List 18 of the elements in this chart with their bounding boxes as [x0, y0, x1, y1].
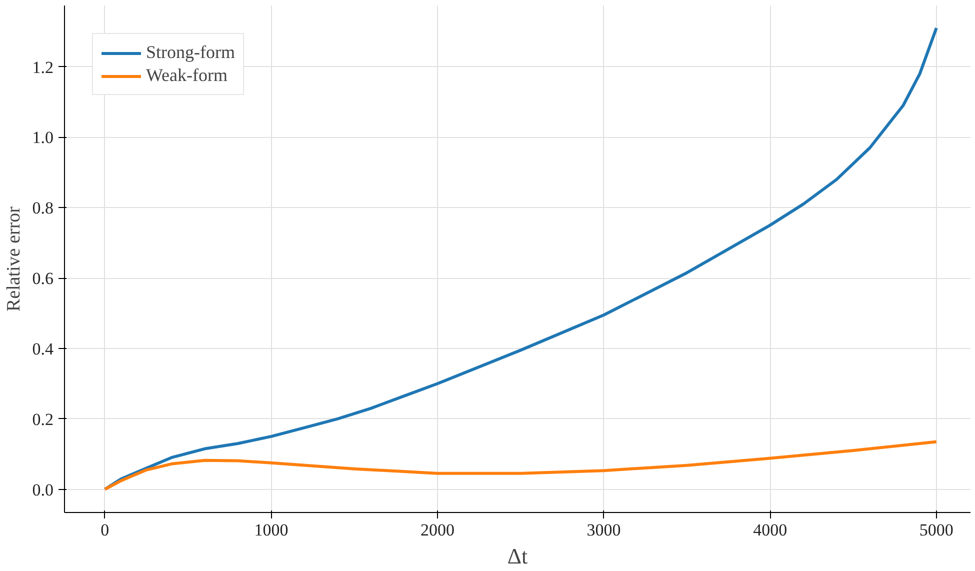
- legend-label: Weak-form: [146, 65, 228, 86]
- x-tick-label: 2000: [420, 520, 455, 540]
- legend-label: Strong-form: [146, 42, 235, 63]
- y-tick-label: 0.4: [32, 339, 54, 358]
- y-tick-label: 1.0: [32, 128, 54, 148]
- y-axis-title: Relative error: [3, 206, 24, 312]
- y-tick-label: 0.8: [32, 198, 54, 218]
- y-tick-label: 1.2: [32, 58, 54, 77]
- x-tick-label: 1000: [254, 520, 288, 540]
- x-tick-label: 0: [100, 520, 110, 540]
- line-series: [103, 440, 938, 491]
- y-tick-label: 0.6: [32, 269, 54, 288]
- x-tick-label: 3000: [586, 520, 621, 540]
- x-tick-label: 4000: [753, 520, 788, 540]
- y-tick-label: 0.2: [32, 410, 54, 429]
- y-tick-label: 0.0: [32, 480, 54, 500]
- x-tick-label: 5000: [919, 520, 954, 540]
- x-axis-title: Δt: [507, 544, 528, 568]
